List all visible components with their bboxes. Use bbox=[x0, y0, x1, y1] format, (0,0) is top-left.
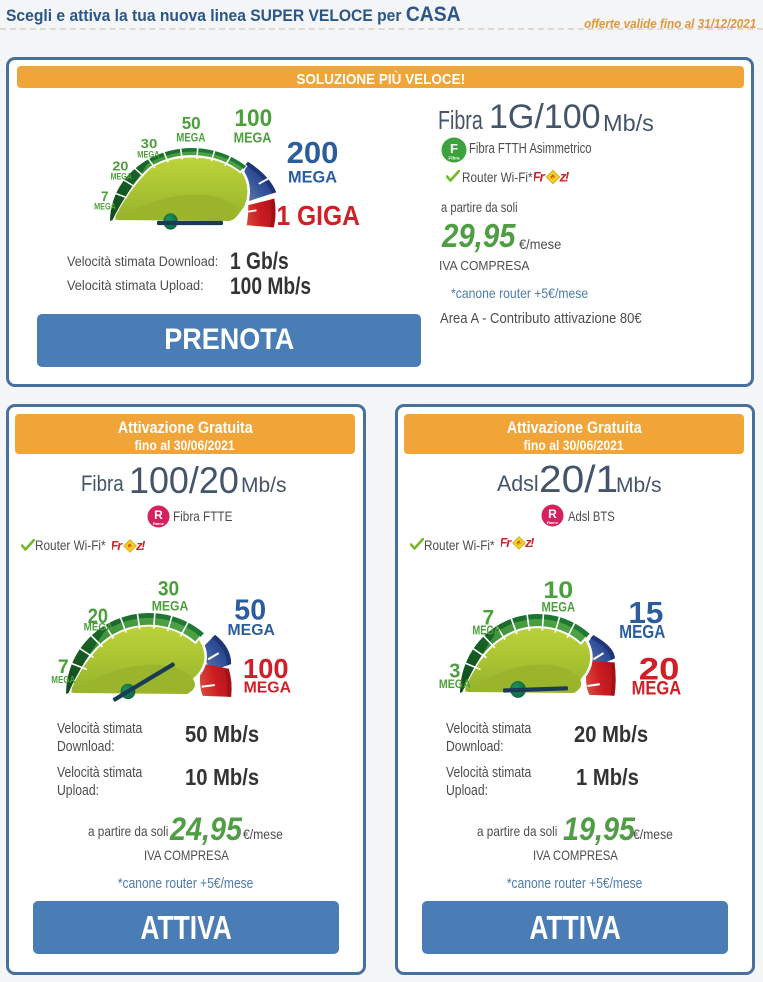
svg-text:7: 7 bbox=[101, 189, 109, 204]
svg-text:F: F bbox=[450, 141, 458, 156]
svg-text:20: 20 bbox=[639, 650, 680, 686]
svg-text:Fr: Fr bbox=[501, 535, 512, 550]
svg-text:100: 100 bbox=[234, 105, 272, 132]
svg-text:1 GIGA: 1 GIGA bbox=[276, 200, 360, 231]
svg-text:20: 20 bbox=[88, 605, 108, 628]
svg-text:MEGA: MEGA bbox=[84, 622, 114, 634]
svg-text:MEGA: MEGA bbox=[51, 675, 75, 686]
svg-text:50: 50 bbox=[234, 594, 266, 626]
svg-text:MEGA: MEGA bbox=[228, 622, 275, 639]
svg-text:20: 20 bbox=[112, 160, 128, 174]
svg-text:MEGA: MEGA bbox=[94, 202, 116, 212]
svg-text:z!: z! bbox=[524, 535, 535, 550]
svg-text:MEGA: MEGA bbox=[234, 129, 272, 146]
svg-text:Rame: Rame bbox=[153, 521, 165, 526]
svg-text:15: 15 bbox=[628, 595, 663, 630]
svg-text:100: 100 bbox=[243, 653, 289, 684]
svg-text:MEGA: MEGA bbox=[137, 149, 160, 159]
svg-text:7: 7 bbox=[58, 656, 69, 678]
svg-text:MEGA: MEGA bbox=[152, 598, 189, 614]
svg-text:z!: z! bbox=[135, 538, 146, 553]
svg-text:MEGA: MEGA bbox=[439, 679, 471, 691]
svg-text:30: 30 bbox=[158, 577, 179, 600]
svg-text:30: 30 bbox=[141, 137, 158, 151]
svg-text:R: R bbox=[548, 507, 557, 521]
svg-text:3: 3 bbox=[449, 661, 460, 683]
svg-text:10: 10 bbox=[543, 577, 573, 604]
svg-text:MEGA: MEGA bbox=[176, 131, 205, 145]
svg-text:MEGA: MEGA bbox=[619, 622, 665, 642]
svg-text:MEGA: MEGA bbox=[288, 168, 337, 187]
svg-text:MEGA: MEGA bbox=[472, 624, 500, 638]
svg-text:7: 7 bbox=[483, 607, 495, 630]
svg-text:z!: z! bbox=[559, 170, 570, 185]
svg-text:MEGA: MEGA bbox=[244, 680, 292, 697]
svg-text:MEGA: MEGA bbox=[632, 679, 682, 700]
svg-text:MEGA: MEGA bbox=[542, 599, 576, 615]
svg-text:MEGA: MEGA bbox=[111, 172, 133, 182]
svg-text:Fr: Fr bbox=[534, 170, 546, 185]
svg-text:50: 50 bbox=[182, 113, 201, 133]
svg-text:Fr: Fr bbox=[112, 538, 123, 553]
svg-text:200: 200 bbox=[287, 135, 339, 170]
svg-text:R: R bbox=[154, 508, 163, 522]
svg-text:Fibra: Fibra bbox=[448, 156, 459, 161]
svg-text:Rame: Rame bbox=[547, 520, 559, 525]
